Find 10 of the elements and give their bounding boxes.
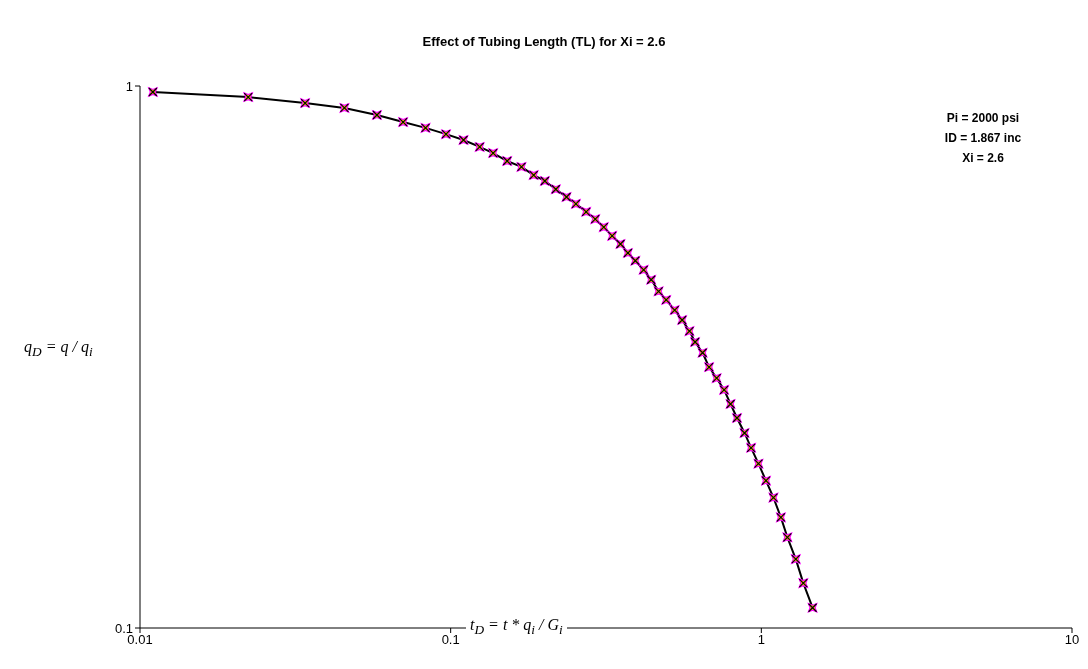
y-axis-title: q$_{D}$ = q / q$_{i}$	[22, 330, 95, 369]
x-tick-label: 1	[757, 632, 765, 648]
x-tick-label: 10	[1064, 632, 1080, 648]
annotation: ID = 1.867 inc	[943, 130, 1023, 147]
annotation: Pi = 2000 psi	[945, 110, 1021, 127]
chart-title: Effect of Tubing Length (TL) for Xi = 2.6	[421, 34, 667, 49]
x-axis-title: t$_{D}$ = t * q$_{i}$ / G$_{i}$	[466, 614, 567, 641]
x-tick-label: 0.1	[441, 632, 460, 648]
annotation: Xi = 2.6	[961, 150, 1005, 167]
x-tick-label: 0.01	[127, 632, 153, 648]
